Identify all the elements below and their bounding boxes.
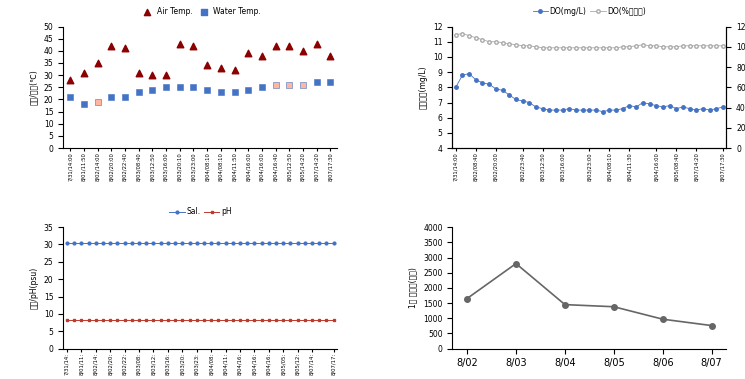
Point — [64, 94, 76, 100]
Point — [256, 53, 268, 59]
Point — [297, 82, 309, 88]
Point — [270, 43, 282, 49]
Point — [229, 89, 241, 95]
Legend: Sal., pH: Sal., pH — [166, 204, 235, 219]
Y-axis label: 1일 사체량(마리): 1일 사체량(마리) — [408, 268, 418, 309]
Point — [188, 84, 200, 90]
Point — [325, 53, 337, 59]
Legend: DO(mg/L), DO(%포화도): DO(mg/L), DO(%포화도) — [530, 4, 649, 19]
Point — [105, 43, 117, 49]
Point — [105, 94, 117, 100]
Point — [174, 41, 186, 47]
Point — [229, 67, 241, 73]
Point — [147, 87, 159, 93]
Point — [256, 84, 268, 90]
Point — [119, 45, 131, 52]
Legend: Air Temp., Water Temp.: Air Temp., Water Temp. — [137, 4, 264, 19]
Point — [174, 84, 186, 90]
Point — [201, 87, 213, 93]
Point — [311, 41, 323, 47]
Point — [92, 60, 104, 66]
Point — [242, 50, 254, 56]
Point — [283, 82, 295, 88]
Point — [297, 48, 309, 54]
Point — [188, 43, 200, 49]
Y-axis label: 용존산소(mg/L): 용존산소(mg/L) — [419, 66, 428, 109]
Point — [92, 99, 104, 105]
Point — [325, 80, 337, 86]
Point — [119, 94, 131, 100]
Point — [160, 84, 172, 90]
Point — [311, 80, 323, 86]
Point — [133, 89, 145, 95]
Point — [160, 72, 172, 78]
Point — [242, 87, 254, 93]
Point — [78, 70, 90, 76]
Point — [270, 82, 282, 88]
Point — [215, 65, 226, 71]
Point — [64, 77, 76, 83]
Point — [215, 89, 226, 95]
Point — [78, 101, 90, 107]
Y-axis label: 기온/수온(℃): 기온/수온(℃) — [29, 69, 38, 105]
Point — [133, 70, 145, 76]
Point — [201, 63, 213, 69]
Y-axis label: 염분/pH(psu): 염분/pH(psu) — [29, 267, 38, 309]
Point — [283, 43, 295, 49]
Point — [147, 72, 159, 78]
